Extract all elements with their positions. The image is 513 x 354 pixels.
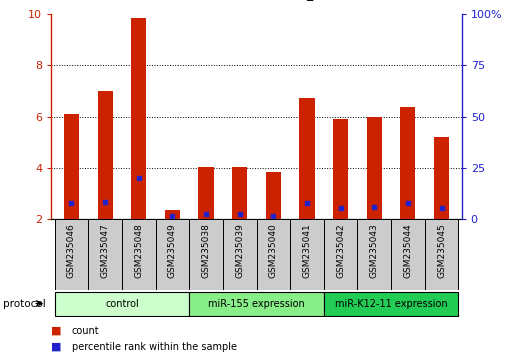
Text: miR-155 expression: miR-155 expression — [208, 298, 305, 309]
Bar — [290, 219, 324, 290]
Text: GSM235047: GSM235047 — [101, 223, 110, 278]
Bar — [324, 292, 458, 315]
Bar — [97, 91, 113, 219]
Bar — [367, 117, 382, 219]
Bar — [266, 172, 281, 219]
Text: GSM235048: GSM235048 — [134, 223, 143, 278]
Text: GSM235041: GSM235041 — [303, 223, 311, 278]
Bar — [400, 107, 416, 219]
Text: GSM235038: GSM235038 — [202, 223, 210, 278]
Bar — [155, 219, 189, 290]
Bar — [358, 219, 391, 290]
Text: ■: ■ — [51, 326, 62, 336]
Bar — [131, 18, 146, 219]
Bar — [333, 119, 348, 219]
Bar — [199, 167, 213, 219]
Bar — [232, 167, 247, 219]
Text: GSM235043: GSM235043 — [370, 223, 379, 278]
Text: count: count — [72, 326, 100, 336]
Text: GSM235044: GSM235044 — [403, 223, 412, 278]
Text: ■: ■ — [51, 342, 62, 352]
Text: GSM235046: GSM235046 — [67, 223, 76, 278]
Bar — [223, 219, 256, 290]
Text: miR-K12-11 expression: miR-K12-11 expression — [335, 298, 447, 309]
Bar — [189, 292, 324, 315]
Bar — [324, 219, 358, 290]
Bar — [165, 211, 180, 219]
Text: GSM235045: GSM235045 — [437, 223, 446, 278]
Bar — [88, 219, 122, 290]
Bar — [391, 219, 425, 290]
Bar — [64, 114, 79, 219]
Bar — [122, 219, 155, 290]
Bar — [55, 219, 88, 290]
Text: percentile rank within the sample: percentile rank within the sample — [72, 342, 237, 352]
Text: GSM235040: GSM235040 — [269, 223, 278, 278]
Text: control: control — [105, 298, 139, 309]
Bar — [189, 219, 223, 290]
Bar — [425, 219, 458, 290]
Text: GSM235039: GSM235039 — [235, 223, 244, 278]
Bar — [256, 219, 290, 290]
Text: GSM235042: GSM235042 — [336, 223, 345, 278]
Bar — [434, 137, 449, 219]
Text: GSM235049: GSM235049 — [168, 223, 177, 278]
Bar — [55, 292, 189, 315]
Bar — [300, 98, 314, 219]
Text: protocol: protocol — [3, 298, 45, 309]
